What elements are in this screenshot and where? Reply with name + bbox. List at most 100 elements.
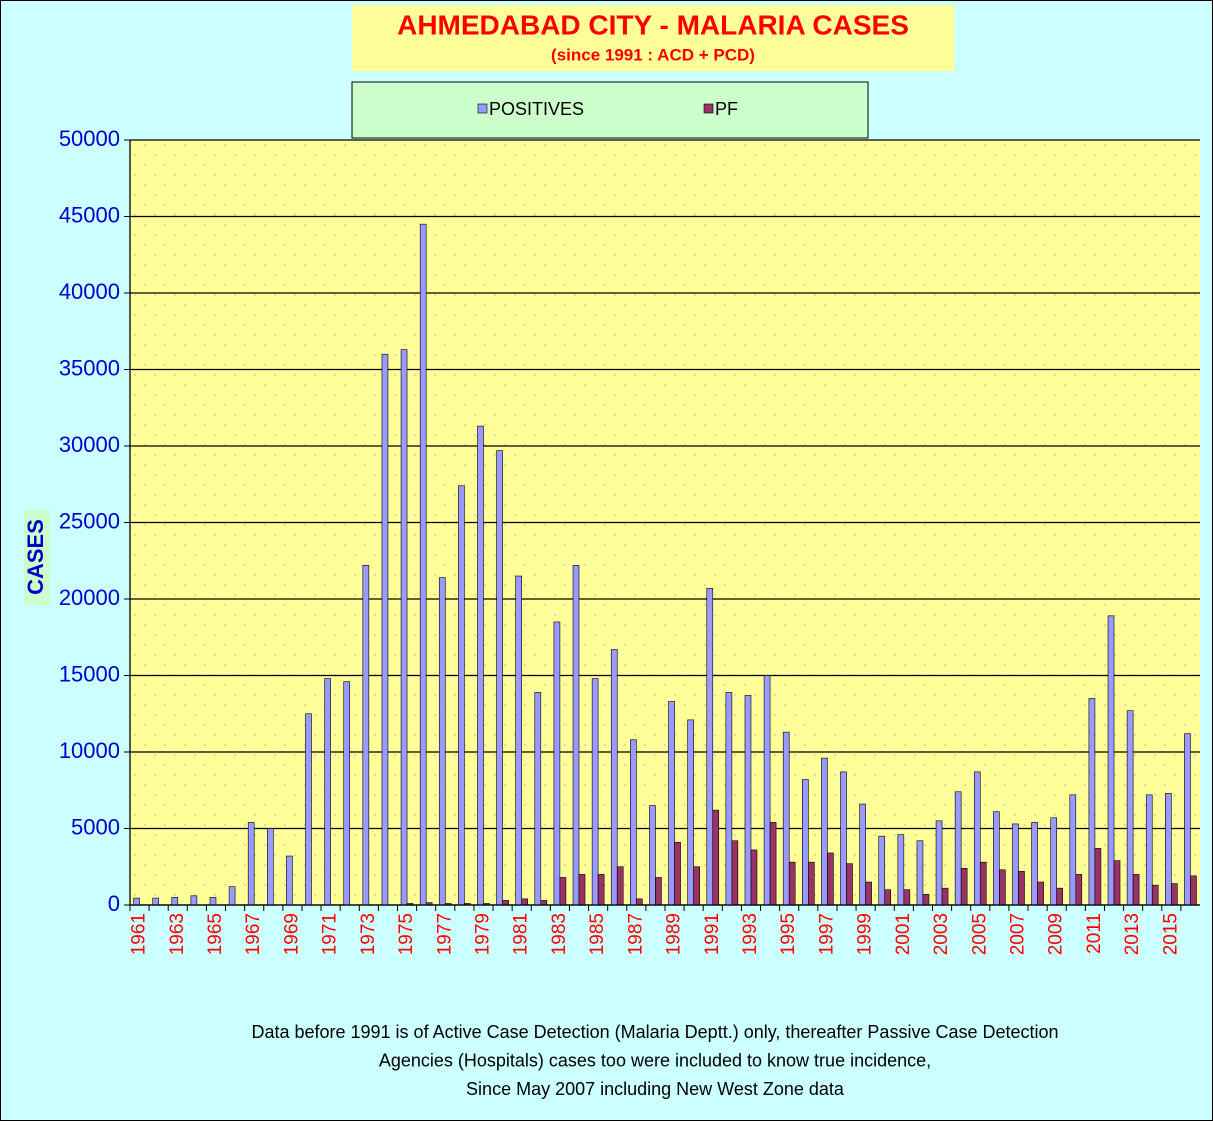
bar	[1018, 871, 1025, 906]
bar	[1031, 822, 1038, 906]
x-tick-label: 1973	[358, 913, 379, 955]
bar	[438, 577, 446, 906]
x-tick-label: 1965	[205, 913, 226, 955]
bar	[502, 900, 509, 906]
bar	[960, 867, 968, 906]
bar	[1171, 883, 1178, 906]
bar	[802, 779, 809, 906]
bar	[827, 852, 834, 906]
bar	[922, 893, 930, 906]
x-tick-label: 1993	[740, 913, 761, 955]
bar	[1145, 794, 1153, 906]
bar	[979, 861, 987, 906]
bar	[903, 889, 911, 906]
y-tick-label: 10000	[59, 738, 120, 763]
bar	[973, 771, 981, 906]
bar	[782, 731, 790, 906]
bar	[769, 822, 777, 906]
bar	[993, 811, 1000, 906]
bar	[636, 898, 643, 906]
bar	[591, 678, 599, 906]
footnote: Agencies (Hospitals) cases too were incl…	[379, 1050, 931, 1070]
bar	[846, 863, 853, 906]
bar	[515, 575, 522, 906]
bar	[578, 874, 586, 906]
bar	[884, 889, 892, 906]
bar	[152, 897, 159, 906]
x-tick-label: 1987	[625, 913, 646, 955]
bar	[1165, 793, 1172, 906]
bar	[190, 895, 198, 906]
plot: 0 5000 10000 15000 20000 25000 30000 35000 40000…	[59, 99, 1200, 1099]
x-tick-label: 2009	[1046, 913, 1067, 955]
x-tick-label: 1997	[816, 913, 837, 955]
bar	[999, 869, 1006, 906]
bar	[916, 840, 924, 906]
bar	[616, 866, 624, 906]
bar	[209, 897, 217, 906]
bar	[865, 881, 872, 906]
bar	[808, 861, 815, 906]
y-tick-label: 0	[108, 891, 120, 916]
bar	[1190, 875, 1197, 906]
y-tick-label: 40000	[59, 279, 120, 304]
bar	[540, 900, 548, 906]
footnote: Since May 2007 including New West Zone d…	[466, 1079, 845, 1099]
y-tick-label: 20000	[59, 585, 120, 610]
bar	[343, 681, 351, 906]
bar	[305, 713, 312, 906]
bar	[878, 835, 886, 906]
x-tick-label: 1995	[778, 913, 799, 955]
bar	[941, 887, 949, 906]
bar	[553, 621, 561, 906]
bar	[788, 861, 796, 906]
bar	[400, 349, 408, 906]
bar	[324, 678, 331, 906]
bar	[712, 809, 720, 906]
bar	[247, 822, 255, 906]
x-tick-label: 2013	[1122, 913, 1143, 955]
legend-swatch	[703, 103, 714, 114]
bar	[1056, 887, 1063, 906]
axis-title-box	[24, 510, 50, 605]
bar	[559, 877, 567, 906]
bar	[674, 841, 681, 906]
bar	[1132, 874, 1140, 906]
bar	[649, 805, 656, 906]
x-tick-label: 1991	[702, 913, 723, 955]
bar	[630, 739, 637, 906]
bar	[496, 450, 503, 906]
chart-title: AHMEDABAD CITY - MALARIA CASES	[397, 9, 909, 40]
bar	[668, 701, 675, 906]
x-tick-label: 2015	[1160, 913, 1181, 955]
bar	[859, 803, 866, 906]
x-tick-label: 1979	[472, 913, 493, 955]
bar	[1069, 794, 1077, 906]
legend-label: PF	[715, 99, 738, 119]
x-tick-label: 1975	[396, 913, 417, 955]
x-tick-label: 2007	[1007, 913, 1028, 955]
bar	[1012, 823, 1019, 906]
x-tick-label: 1971	[320, 913, 341, 955]
bar	[1037, 881, 1044, 906]
bar	[521, 898, 528, 906]
bar	[1126, 710, 1134, 906]
x-tick-label: 1999	[855, 913, 876, 955]
legend-label: POSITIVES	[489, 99, 584, 119]
y-tick-label: 30000	[59, 432, 120, 457]
bar	[1184, 733, 1191, 906]
y-tick-label: 5000	[71, 814, 120, 839]
bar	[1113, 860, 1121, 906]
bar	[1050, 817, 1057, 906]
x-tick-label: 1961	[129, 913, 150, 955]
x-tick-label: 2001	[893, 913, 914, 955]
bar	[362, 565, 370, 906]
y-tick-label: 45000	[59, 202, 120, 227]
x-tick-label: 2011	[1084, 913, 1105, 954]
bar	[687, 719, 694, 906]
x-tick-label: 1985	[587, 913, 608, 955]
bar	[419, 223, 427, 906]
bar	[381, 353, 389, 906]
x-tick-label: 1989	[664, 913, 685, 955]
bar	[731, 840, 739, 906]
